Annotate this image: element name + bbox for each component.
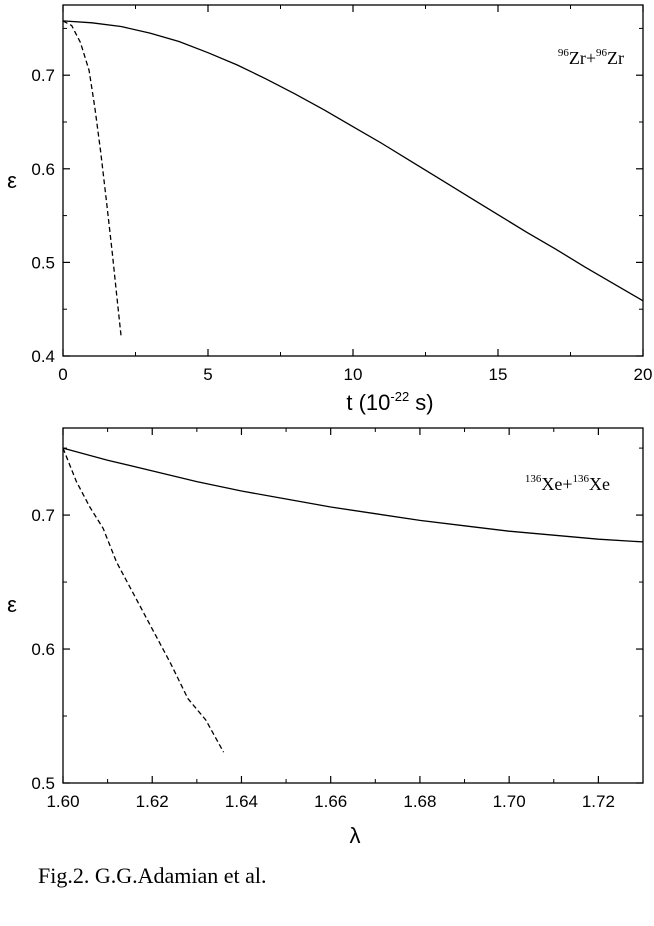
bottom-chart-lines	[62, 447, 644, 753]
bottom-chart-legend: 136Xe+136Xe	[525, 473, 610, 494]
top-chart: 0 5 10 15 20 0.4 0.5 0.6 0.7 ε t (10-22 s) 96Zr+…	[7, 4, 652, 415]
top-chart-y-tick-label: 0.4	[31, 347, 55, 366]
top-chart-lines	[62, 20, 644, 336]
bottom-chart-x-tick-label: 1.72	[582, 792, 615, 811]
bottom-chart-series-solid-line	[62, 447, 644, 543]
top-chart-y-tick-label: 0.6	[31, 160, 55, 179]
bottom-chart: 1.60 1.62 1.64 1.66 1.68 1.70 1.720.50.60.7 ε …	[7, 427, 644, 848]
bottom-chart-x-tick-label: 1.70	[493, 792, 526, 811]
bottom-chart-frame	[62, 427, 644, 784]
top-chart-x-tick-label: 5	[203, 365, 212, 384]
top-chart-x-tick-label: 20	[634, 365, 653, 384]
top-chart-x-tick-label: 15	[489, 365, 508, 384]
bottom-chart-y-axis-label: ε	[7, 592, 17, 617]
bottom-chart-ticks: 1.60 1.62 1.64 1.66 1.68 1.70 1.72 0.5 0.6 0.7	[31, 428, 643, 811]
bottom-chart-x-tick-label: 1.64	[225, 792, 258, 811]
top-chart-x-tick-label: 0	[58, 365, 67, 384]
bottom-chart-y-tick-label: 0.5	[31, 774, 55, 793]
bottom-chart-x-tick-label: 1.60	[46, 792, 79, 811]
top-chart-y-axis-label: ε	[7, 168, 17, 193]
top-chart-y-tick-label: 0.7	[31, 66, 55, 85]
top-chart-ticks: 0 5 10 15 20 0.4 0.5 0.6 0.7	[31, 5, 652, 384]
top-chart-legend: 96Zr+96Zr	[558, 47, 624, 68]
top-chart-series-solid-line	[62, 20, 644, 302]
bottom-chart-x-axis-label: λ	[350, 823, 361, 848]
bottom-chart-y-tick-label: 0.7	[31, 506, 55, 525]
top-chart-x-axis-label: t (10-22 s)	[346, 389, 433, 415]
bottom-chart-x-tick-label: 1.68	[403, 792, 436, 811]
top-chart-y-tick-label: 0.5	[31, 253, 55, 272]
top-chart-series-dashed-line	[62, 20, 122, 336]
bottom-chart-y-tick-label: 0.6	[31, 640, 55, 659]
top-chart-frame	[62, 4, 644, 357]
bottom-chart-series-dashed-line	[62, 447, 225, 753]
figure-caption: Fig.2. G.G.Adamian et al.	[38, 863, 267, 888]
top-chart-x-tick-label: 10	[344, 365, 363, 384]
bottom-chart-x-tick-label: 1.62	[136, 792, 169, 811]
bottom-chart-x-tick-label: 1.66	[314, 792, 347, 811]
